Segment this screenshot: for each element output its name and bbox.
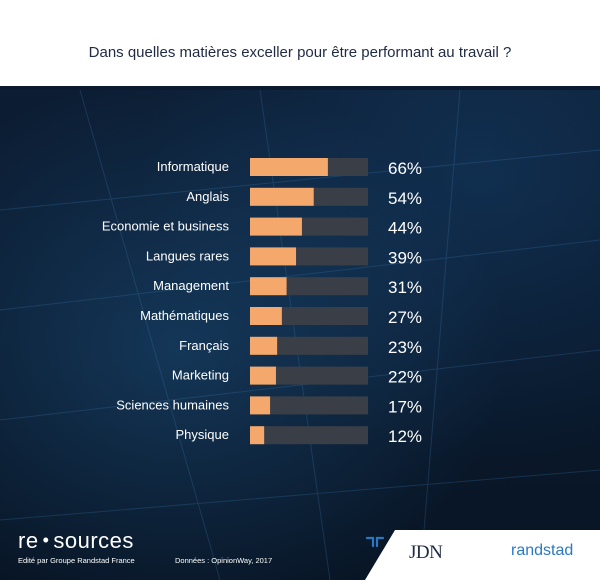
value-label: 27%	[388, 308, 422, 327]
bar	[250, 426, 265, 445]
bar	[250, 217, 302, 236]
resources-logo: re • sources	[18, 528, 135, 554]
bar-track	[250, 336, 368, 355]
category-label: Sciences humaines	[116, 397, 229, 412]
bar	[250, 277, 287, 296]
randstad-logo: randstad	[511, 542, 574, 559]
partner-logos: JDN randstad	[365, 530, 600, 580]
category-label: Economie et business	[102, 219, 230, 234]
value-label: 39%	[388, 248, 422, 267]
category-label: Anglais	[186, 189, 229, 204]
value-label: 12%	[388, 427, 422, 446]
bar	[250, 396, 271, 415]
brand-dot: •	[42, 530, 50, 550]
category-label: Français	[179, 338, 229, 353]
bar-track	[250, 426, 368, 445]
brand-left: re	[18, 528, 39, 553]
value-label: 31%	[388, 278, 422, 297]
randstad-icon	[365, 536, 385, 548]
category-label: Mathématiques	[140, 308, 229, 323]
value-label: 66%	[388, 159, 422, 178]
bar-chart: Informatique 66% Anglais 54% Economie et bus…	[102, 158, 422, 446]
bar	[250, 187, 314, 206]
bar-track	[250, 396, 368, 415]
logo-panel	[365, 530, 600, 580]
value-label: 23%	[388, 338, 422, 357]
value-label: 54%	[388, 189, 422, 208]
bar	[250, 247, 297, 266]
value-label: 44%	[388, 219, 422, 238]
category-label: Management	[153, 278, 229, 293]
category-label: Informatique	[157, 159, 229, 174]
chart-title: Dans quelles matières exceller pour être…	[88, 44, 512, 61]
title-banner: Dans quelles matières exceller pour être…	[0, 0, 600, 90]
category-label: Marketing	[172, 368, 229, 383]
edited-by: Edité par Groupe Randstad France	[18, 556, 135, 565]
category-label: Langues rares	[146, 248, 230, 263]
value-label: 17%	[388, 397, 422, 416]
bar	[250, 366, 276, 385]
value-label: 22%	[388, 368, 422, 387]
category-label: Physique	[176, 427, 229, 442]
bar	[250, 158, 328, 176]
data-source: Données : OpinionWay, 2017	[175, 556, 273, 565]
bar	[250, 336, 278, 355]
brand-block: re • sources Edité par Groupe Randstad Fra…	[18, 528, 135, 565]
bar-track	[250, 366, 368, 385]
jdn-logo: JDN	[409, 542, 443, 563]
bar	[250, 307, 282, 325]
brand-right: sources	[53, 528, 134, 553]
background-pattern	[0, 90, 600, 580]
